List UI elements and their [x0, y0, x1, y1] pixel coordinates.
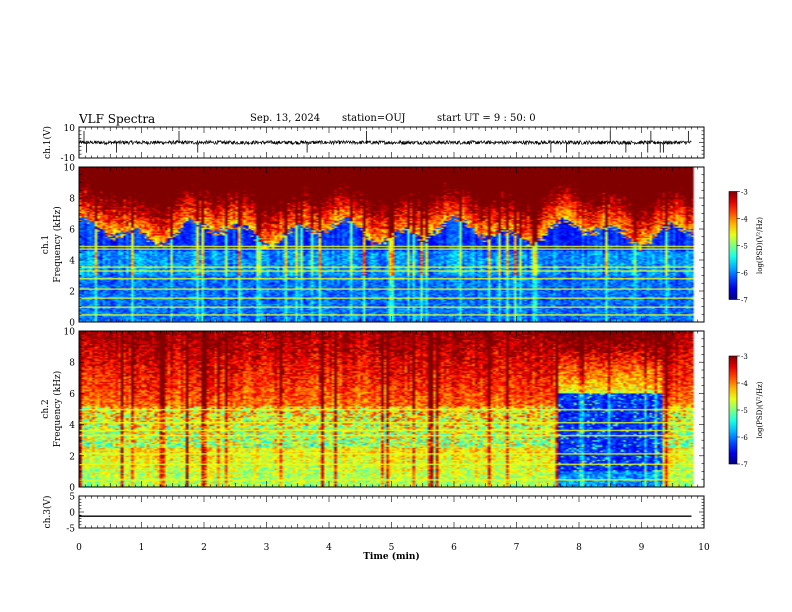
y-tick-label: 0: [69, 319, 75, 329]
y-tick-label: 4: [69, 257, 75, 267]
x-tick-label: 5: [389, 543, 395, 553]
x-axis-label: Time (min): [363, 551, 420, 562]
x-tick-label: 3: [264, 543, 270, 553]
ch1-waveform-trace: [78, 139, 692, 146]
colorbar-tick-label: -4: [741, 380, 748, 388]
y-tick-label: 2: [69, 452, 75, 462]
x-tick-label: 9: [639, 543, 645, 553]
y-tick-label: 8: [69, 195, 75, 205]
y-axis-label-ch1: ch.1(V): [42, 126, 53, 159]
y-ticks: [79, 495, 704, 529]
y-tick-label: 10: [64, 328, 76, 338]
y-ticks: [79, 126, 704, 159]
y-tick-label: -5: [66, 525, 75, 535]
y-tick-label: 10: [64, 164, 76, 174]
y-ticks: [79, 166, 704, 323]
colorbar-tick-label: -7: [741, 297, 748, 305]
y-tick-label: 10: [64, 124, 76, 134]
colorbar-tick-label: -5: [741, 243, 748, 251]
colorbar-tick-label: -3: [741, 353, 748, 361]
y-tick-label: 5: [69, 493, 75, 503]
colorbar-tick-label: -7: [741, 461, 748, 469]
colorbar-label: log(PSD)(V²/Hz): [756, 381, 764, 438]
y-axis-label-frequency: Frequency (kHz): [52, 206, 63, 283]
x-ticks: [78, 496, 705, 528]
colorbar: [728, 355, 738, 465]
x-tick-label: 7: [514, 543, 520, 553]
colorbar-tick-label: -6: [741, 270, 748, 278]
date-label: Sep. 13, 2024: [250, 113, 321, 124]
y-tick-label: 4: [69, 421, 75, 431]
chart-title: VLF Spectra: [79, 112, 156, 126]
colorbar: [728, 191, 738, 300]
y-axis-label-ch3: ch.3(V): [42, 496, 53, 529]
y-tick-label: 6: [69, 390, 75, 400]
y-tick-label: 0: [69, 484, 75, 494]
x-tick-label: 4: [326, 543, 332, 553]
x-ticks: [78, 127, 705, 158]
y-axis-label-channel: ch.2: [41, 399, 51, 418]
y-tick-label: 6: [69, 226, 75, 236]
y-tick-label: 2: [69, 288, 75, 298]
start-time-label: start UT = 9 : 50: 0: [437, 113, 536, 124]
y-axis-label-channel: ch.1: [41, 235, 51, 254]
colorbar-tick-label: -3: [741, 189, 748, 197]
x-tick-label: 1: [139, 543, 145, 553]
spectrogram-image-ch1-spectrogram: [79, 167, 704, 322]
station-label: station=OUJ: [342, 113, 406, 124]
x-tick-label: 0: [76, 543, 82, 553]
colorbar-tick-label: -6: [741, 434, 748, 442]
x-ticks: [78, 167, 705, 322]
colorbar-label: log(PSD)(V²/Hz): [756, 217, 764, 274]
x-tick-label: 6: [451, 543, 457, 553]
spectrogram-image-ch2-spectrogram: [79, 331, 704, 487]
y-ticks: [79, 330, 704, 488]
y-tick-label: 0: [69, 509, 75, 519]
colorbar-tick-label: -5: [741, 407, 748, 415]
x-tick-label: 8: [576, 543, 582, 553]
x-ticks: [78, 331, 705, 487]
x-tick-label: 2: [201, 543, 207, 553]
colorbar-tick-label: -4: [741, 216, 748, 224]
y-axis-label-frequency: Frequency (kHz): [52, 371, 63, 448]
x-tick-label: 10: [698, 543, 710, 553]
y-tick-label: -10: [61, 154, 76, 164]
y-tick-label: 8: [69, 359, 75, 369]
